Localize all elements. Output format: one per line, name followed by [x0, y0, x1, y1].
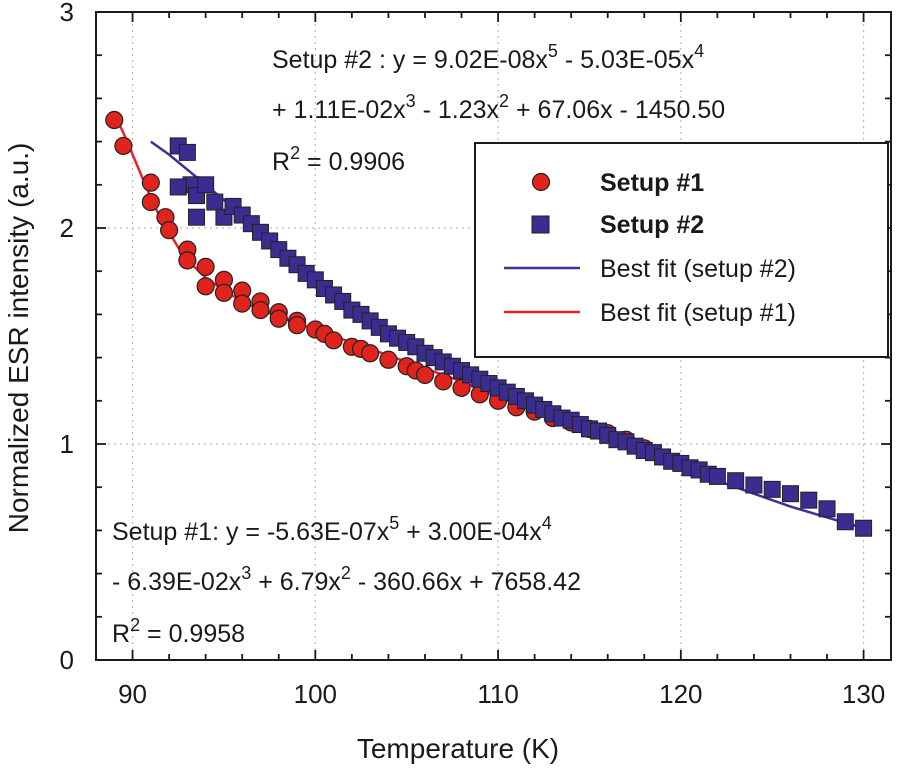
x-tick-label: 90 — [118, 679, 147, 709]
setup1-eq-line1: Setup #1: y = -5.63E-07x5 + 3.00E-04x4 — [112, 513, 552, 546]
setup2-point — [763, 480, 781, 498]
x-tick-label: 110 — [477, 679, 518, 709]
x-axis-title: Temperature (K) — [357, 733, 559, 764]
x-tick-label: 130 — [842, 679, 885, 709]
setup1-equation: Setup #1: y = -5.63E-07x5 + 3.00E-04x4 -… — [112, 513, 581, 648]
setup1-eq-line2: - 6.39E-02x3 + 6.79x2 - 360.66x + 7658.4… — [112, 563, 581, 596]
setup1-point — [251, 300, 270, 320]
setup1-point — [214, 283, 234, 302]
setup1-eq-line3: R2 = 0.9958 — [112, 615, 245, 648]
setup1-point — [434, 372, 453, 391]
setup2-point — [197, 176, 215, 194]
legend-marker-setup2 — [531, 215, 550, 234]
setup2-point — [800, 491, 818, 509]
setup2-point — [206, 193, 224, 211]
setup1-point — [196, 277, 215, 296]
setup2-point — [178, 143, 196, 161]
legend: Setup #1 Setup #2 Best fit (setup #2) Be… — [474, 142, 889, 358]
setup1-point — [105, 110, 124, 130]
legend-label-setup1: Setup #1 — [600, 169, 704, 197]
x-tick-label: 100 — [294, 679, 337, 709]
y-tick-label: 1 — [60, 429, 74, 459]
setup1-point — [196, 257, 215, 276]
y-axis-title: Normalized ESR intensity (a.u.) — [3, 143, 34, 534]
setup1-point — [324, 331, 343, 350]
setup2-point — [188, 208, 206, 226]
data-points — [105, 110, 873, 537]
setup2-point — [745, 476, 763, 494]
setup1-point — [178, 251, 197, 270]
setup1-point — [415, 365, 435, 384]
y-tick-label: 2 — [60, 213, 74, 243]
setup2-point — [836, 513, 854, 531]
legend-label-fit2: Best fit (setup #2) — [600, 255, 796, 283]
y-tick-label: 3 — [60, 0, 74, 27]
axis-ticks — [95, 11, 891, 661]
setup2-eq-line2: + 1.11E-02x3 - 1.23x2 + 67.06x - 1450.50 — [272, 91, 725, 124]
setup2-point — [818, 500, 836, 518]
setup2-point — [855, 519, 873, 537]
legend-marker-setup1 — [531, 172, 551, 192]
y-tick-label: 0 — [60, 645, 74, 675]
setup1-point — [287, 316, 307, 335]
setup1-point — [233, 294, 252, 313]
setup1-point — [361, 344, 380, 363]
setup2-point — [708, 467, 726, 485]
setup2-point — [781, 485, 799, 503]
legend-label-fit1: Best fit (setup #1) — [600, 299, 796, 327]
legend-label-setup2: Setup #2 — [600, 211, 704, 239]
plot-frame — [95, 11, 892, 661]
x-tick-label: 120 — [659, 679, 702, 709]
axis-tick-labels: 90 100 110 120 130 0 1 2 3 — [60, 0, 886, 709]
setup1-point — [160, 221, 179, 240]
setup1-point — [269, 309, 288, 328]
setup2-point — [727, 472, 745, 490]
setup2-eq-line3: R2 = 0.9906 — [272, 143, 405, 176]
setup1-point — [141, 192, 160, 212]
setup2-equation: Setup #2 : y = 9.02E-08x5 - 5.03E-05x4 +… — [272, 41, 725, 176]
setup1-point — [452, 378, 471, 397]
setup1-point — [141, 173, 160, 192]
setup1-point — [114, 136, 133, 156]
setup1-point — [379, 350, 398, 369]
setup2-eq-line1: Setup #2 : y = 9.02E-08x5 - 5.03E-05x4 — [272, 41, 704, 74]
setup2-point — [169, 178, 187, 196]
